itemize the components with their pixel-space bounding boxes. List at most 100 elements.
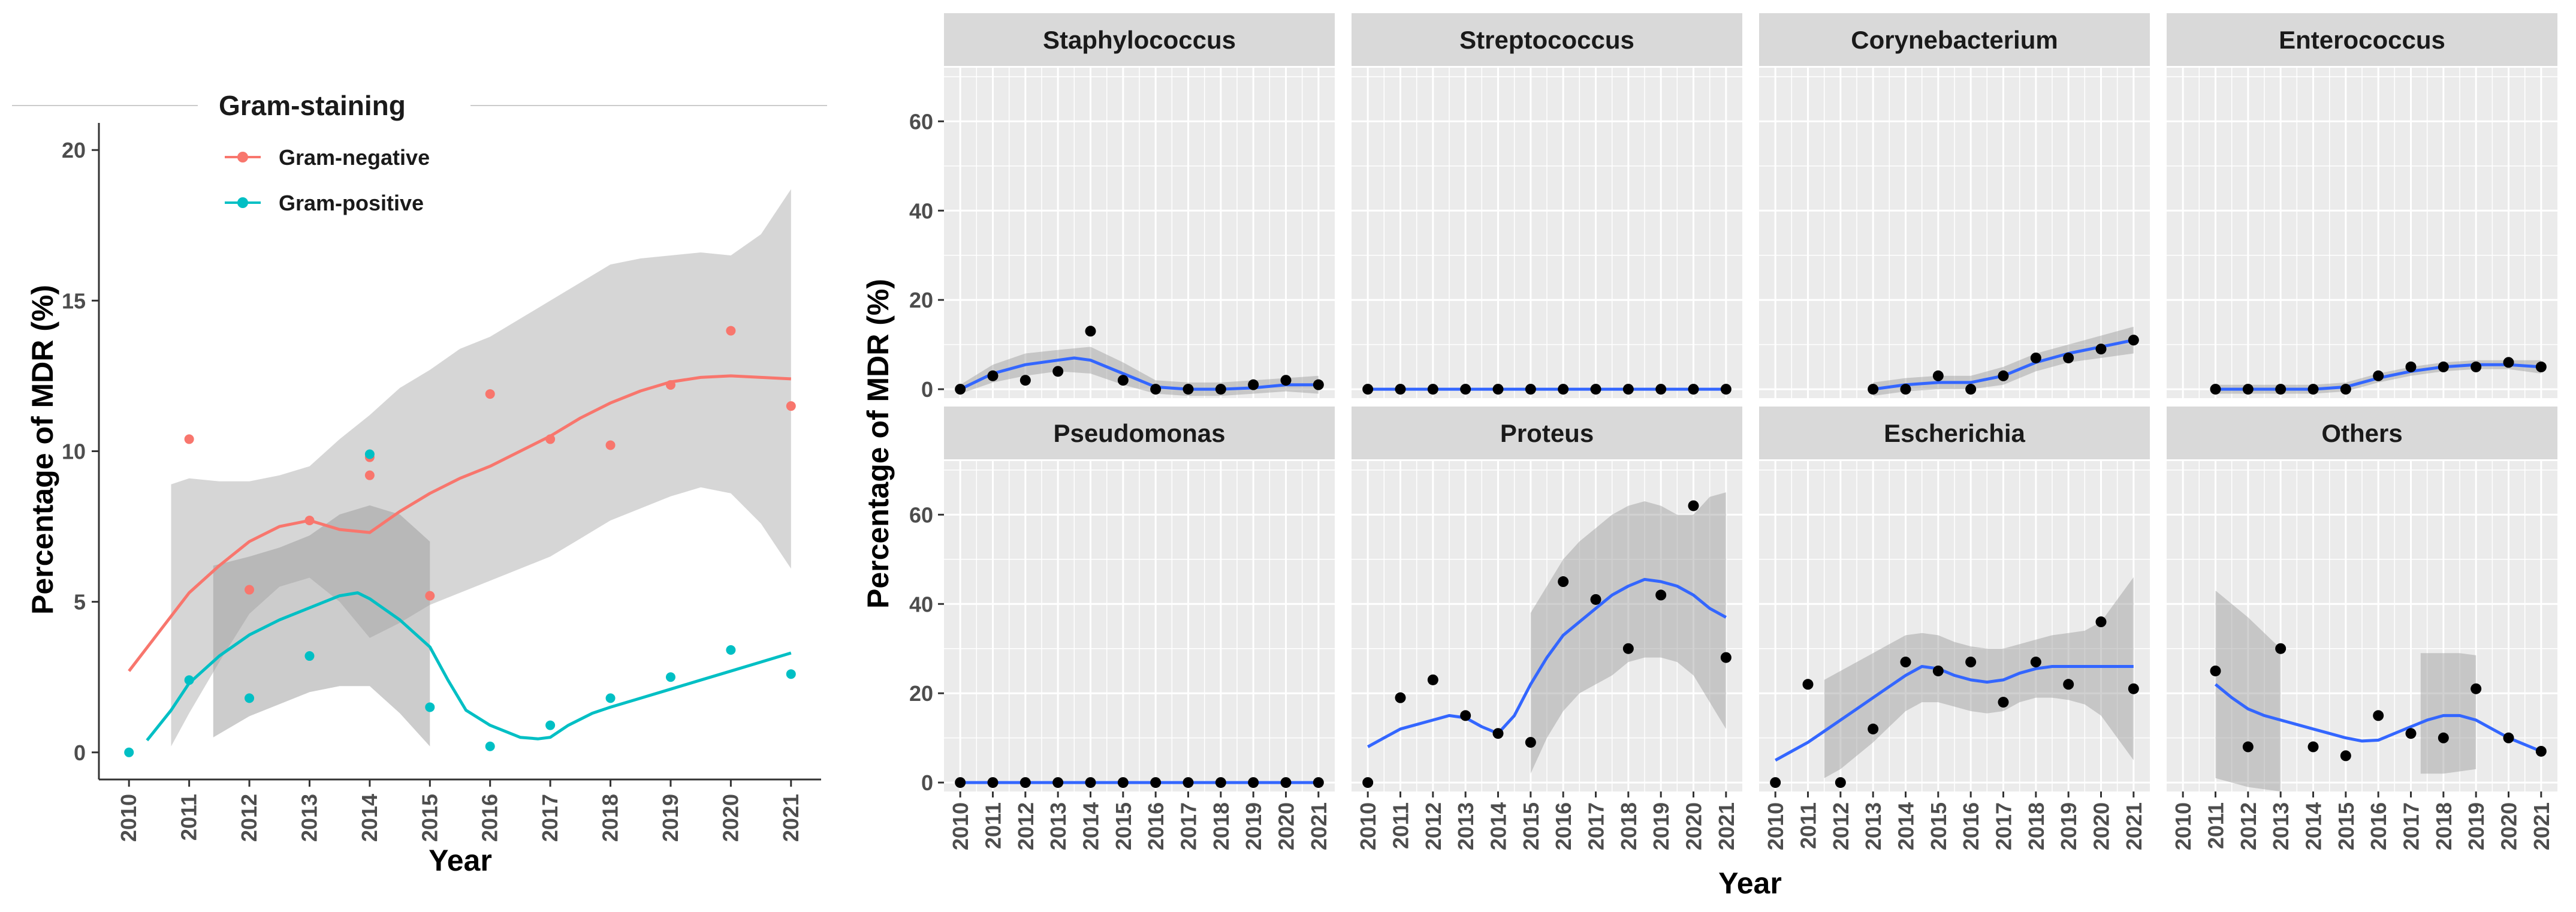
data-point	[1117, 375, 1129, 386]
data-point-gram-positive	[605, 693, 616, 703]
gram-x-tick-label: 2021	[779, 794, 803, 842]
facet-others: Others 2010 2011 2012 2013 2014 2015 2016 2017 20…	[2167, 407, 2557, 850]
confidence-band	[1824, 577, 2134, 778]
x-tick-label: 2019	[2056, 802, 2081, 850]
gram-x-tick-label: 2012	[237, 794, 261, 842]
data-point-gram-negative	[304, 516, 315, 526]
data-point	[2471, 361, 2482, 372]
x-tick-label: 2011	[2204, 802, 2228, 849]
gram-x-tick-label: 2017	[538, 794, 562, 842]
data-point	[1362, 777, 1374, 788]
data-point-gram-positive	[485, 741, 495, 751]
x-tick-label: 2015	[1926, 802, 1951, 850]
trend-line	[1367, 577, 1727, 748]
data-point-gram-positive	[184, 675, 194, 685]
x-tick-label: 2012	[2236, 802, 2261, 850]
data-point	[1215, 384, 1226, 395]
genus-facet-panel: Staphylococcus 0 20 40 60 Streptococcus Coryne…	[861, 13, 2557, 900]
gram-x-tick-label: 2015	[417, 794, 442, 842]
facet-title-proteus: Proteus	[1500, 419, 1594, 447]
x-tick-label: 2016	[1959, 802, 1983, 850]
x-tick-label: 2020	[2497, 802, 2521, 850]
gram-x-tick-label: 2018	[598, 794, 623, 842]
data-point	[1248, 379, 1259, 390]
facets: Staphylococcus 0 20 40 60 Streptococcus Coryne…	[909, 13, 2557, 850]
data-point-gram-positive	[304, 651, 315, 661]
data-point	[1720, 384, 1732, 395]
x-tick-label: 2014	[1079, 802, 1103, 850]
data-point	[1280, 375, 1292, 386]
data-point	[2373, 710, 2384, 721]
facet-streptococcus: Streptococcus	[1352, 13, 1742, 398]
data-point	[1558, 576, 1569, 588]
data-point-gram-positive	[786, 669, 796, 679]
data-point	[2030, 352, 2041, 363]
gram-y-tick-label: 0	[74, 741, 86, 765]
data-point	[2030, 657, 2041, 668]
x-tick-label: 2015	[1519, 802, 1543, 850]
confidence-band	[2420, 653, 2477, 774]
x-tick-label: 2013	[1453, 802, 1478, 850]
gram-x-tick-label: 2016	[478, 794, 502, 842]
data-point	[1622, 384, 1634, 395]
y-tick-label: 60	[909, 109, 933, 134]
data-point-gram-positive	[425, 702, 435, 712]
trend-line-gram-positive	[146, 591, 792, 742]
x-tick-label: 2020	[1682, 802, 1706, 850]
facet-strip	[944, 407, 1335, 459]
y-tick-label: 20	[909, 681, 933, 706]
data-point	[1492, 728, 1504, 739]
x-tick-label: 2014	[1486, 802, 1511, 850]
data-point	[1525, 384, 1536, 395]
facet-strip	[1352, 13, 1742, 66]
data-point	[1998, 697, 2009, 708]
data-point	[2307, 384, 2319, 395]
x-tick-label: 2017	[1992, 802, 2016, 850]
data-point	[1052, 366, 1064, 377]
x-tick-label: 2010	[1356, 802, 1380, 850]
data-point	[1150, 777, 1162, 788]
data-point	[2242, 384, 2254, 395]
facet-strip	[1759, 13, 2150, 66]
data-point	[987, 370, 999, 381]
data-point	[1019, 777, 1031, 788]
legend-label-gram-negative: Gram-negative	[279, 145, 430, 170]
data-point-gram-positive	[726, 645, 736, 655]
legend-key-gram-negative-point	[237, 152, 248, 162]
facet-pseudomonas: Pseudomonas 0 20 40 60 2010 2011 2012 2013 2014 20…	[909, 407, 1335, 850]
data-point	[1688, 500, 1699, 511]
facet-title-pseudomonas: Pseudomonas	[1053, 419, 1225, 447]
x-tick-label: 2018	[1616, 802, 1641, 850]
x-tick-label: 2019	[2464, 802, 2488, 850]
y-tick-label: 20	[909, 288, 933, 312]
data-point	[1590, 384, 1601, 395]
confidence-band	[2215, 590, 2281, 791]
x-tick-label: 2021	[2529, 802, 2554, 850]
x-tick-label: 2015	[2334, 802, 2358, 850]
data-point	[1868, 384, 1879, 395]
gram-x-tick-label: 2020	[718, 794, 743, 842]
data-point-gram-positive	[545, 720, 556, 730]
x-tick-label: 2012	[1421, 802, 1446, 850]
x-tick-label: 2016	[1551, 802, 1576, 850]
data-point	[1362, 384, 1374, 395]
x-tick-label: 2021	[1307, 802, 1331, 850]
data-point	[1932, 665, 1944, 676]
data-point	[2275, 384, 2287, 395]
gram-x-axis-title: Year	[429, 844, 492, 877]
facet-escherichia: Escherichia 2010 2011 2012 2013 2014 2015 2016 2…	[1759, 407, 2150, 850]
gram-y-axis-title: Percentage of MDR (%)	[26, 285, 59, 615]
facet-title-enterococcus: Enterococcus	[2279, 26, 2445, 54]
data-point	[1313, 777, 1324, 788]
facet-title-staphylococcus: Staphylococcus	[1043, 26, 1236, 54]
x-tick-label: 2011	[981, 802, 1006, 849]
facet-strip	[944, 13, 1335, 66]
data-point	[987, 777, 999, 788]
data-point	[2503, 357, 2514, 368]
gram-x-tick-label: 2011	[177, 794, 201, 841]
gram-y-tick-label: 15	[62, 288, 86, 313]
data-point	[1868, 723, 1879, 735]
genus-y-axis-title: Percentage of MDR (%)	[861, 279, 895, 609]
x-tick-label: 2019	[1241, 802, 1266, 850]
